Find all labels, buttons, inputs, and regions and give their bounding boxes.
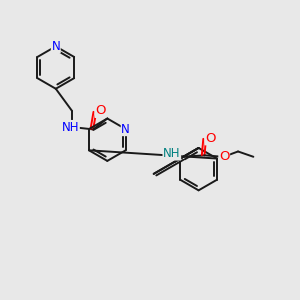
Text: N: N — [51, 40, 60, 53]
Text: NH: NH — [62, 121, 79, 134]
Text: O: O — [95, 104, 106, 117]
Text: O: O — [205, 132, 216, 145]
Text: NH: NH — [163, 147, 181, 160]
Text: O: O — [219, 150, 230, 163]
Text: N: N — [121, 123, 130, 136]
